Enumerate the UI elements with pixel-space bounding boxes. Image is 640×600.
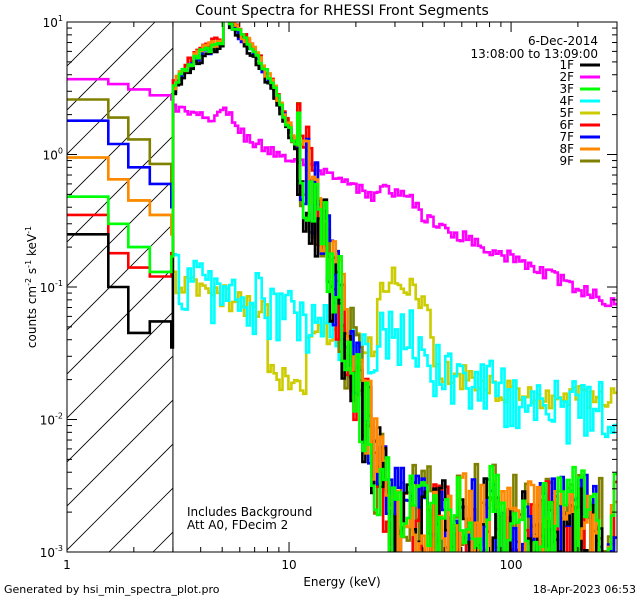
legend-label-9F: 9F bbox=[559, 154, 574, 168]
legend-label-3F: 3F bbox=[559, 82, 574, 96]
x-tick-label: 100 bbox=[500, 558, 523, 572]
y-axis-label: counts cm-2 s-1 keV-1 bbox=[24, 226, 39, 348]
hatch-lines bbox=[67, 22, 173, 552]
chart-title: Count Spectra for RHESSI Front Segments bbox=[195, 3, 489, 19]
annotation-background: Includes Background bbox=[187, 505, 312, 519]
x-axis-label: Energy (keV) bbox=[303, 575, 380, 589]
annotation-attenuator: Att A0, FDecim 2 bbox=[187, 518, 288, 532]
x-tick-label: 1 bbox=[63, 558, 71, 572]
time-range-label: 13:08:00 to 13:09:00 bbox=[471, 47, 598, 61]
series-line-2F bbox=[67, 77, 617, 308]
legend-label-7F: 7F bbox=[559, 130, 574, 144]
series-layer bbox=[67, 22, 617, 552]
series-line-3F bbox=[67, 22, 617, 552]
y-tick-label: 10-2 bbox=[40, 412, 63, 428]
legend-label-5F: 5F bbox=[559, 106, 574, 120]
legend-label-4F: 4F bbox=[559, 94, 574, 108]
y-tick-label: 101 bbox=[43, 14, 63, 30]
axes: 1 10 100 10-3 10-2 10-1 100 101 bbox=[40, 14, 618, 572]
y-tick-label: 100 bbox=[43, 147, 63, 163]
legend-label-1F: 1F bbox=[559, 58, 574, 72]
legend-label-8F: 8F bbox=[559, 142, 574, 156]
legend-label-6F: 6F bbox=[559, 118, 574, 132]
y-tick-label: 10-3 bbox=[40, 544, 63, 560]
hatched-region bbox=[67, 22, 174, 552]
footer-generated-by: Generated by hsi_min_spectra_plot.pro bbox=[4, 583, 220, 596]
date-label: 6-Dec-2014 bbox=[528, 34, 598, 48]
y-tick-label: 10-1 bbox=[40, 279, 63, 295]
series-line-5F bbox=[67, 156, 617, 410]
x-tick-label: 10 bbox=[281, 558, 296, 572]
footer-timestamp: 18-Apr-2023 06:53 bbox=[532, 583, 636, 596]
series-line-4F bbox=[67, 195, 617, 445]
legend-label-2F: 2F bbox=[559, 70, 574, 84]
